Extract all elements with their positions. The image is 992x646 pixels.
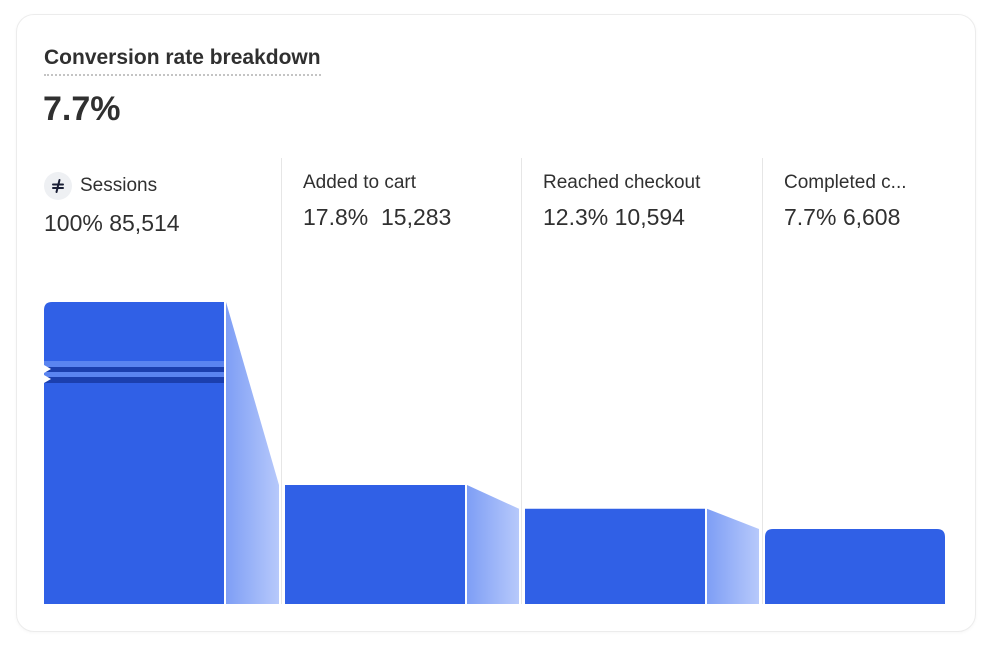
step-label: Added to cart [303, 172, 417, 193]
step-percent: 17.8% [303, 204, 369, 230]
funnel-connector [707, 508, 759, 604]
step-percent: 7.7% [784, 204, 837, 230]
axis-break [44, 372, 224, 377]
funnel-bar [525, 508, 705, 604]
conversion-rate-value: 7.7% [43, 90, 121, 128]
step-count: 6,608 [842, 204, 901, 230]
step-count: 10,594 [614, 204, 685, 230]
axis-break-notch [44, 365, 51, 383]
step-sessions: Sessions 100% 85,514 [44, 172, 264, 237]
funnel-connector [467, 484, 519, 604]
step-percent: 100% [44, 210, 103, 236]
step-label: Reached checkout [543, 172, 701, 193]
axis-break [44, 361, 224, 367]
step-count: 85,514 [109, 210, 180, 236]
step-label: Sessions [80, 175, 158, 196]
step-label: Completed c... [784, 172, 907, 193]
axis-break [44, 377, 224, 383]
column-divider [281, 158, 282, 604]
column-divider [762, 158, 763, 604]
sessions-icon [44, 172, 72, 200]
funnel-connector [226, 302, 279, 604]
funnel-bar [44, 302, 224, 604]
funnel-bar [285, 484, 465, 604]
step-added-to-cart: Added to cart 17.8% 15,283 [303, 172, 523, 231]
card-title[interactable]: Conversion rate breakdown [44, 46, 321, 76]
step-percent: 12.3% [543, 204, 609, 230]
step-reached-checkout: Reached checkout 12.3% 10,594 [543, 172, 763, 231]
axis-break [44, 367, 224, 372]
column-divider [521, 158, 522, 604]
step-completed-checkout: Completed c... 7.7% 6,608 [784, 172, 992, 231]
funnel-bar [765, 528, 945, 604]
step-count: 15,283 [381, 204, 452, 230]
conversion-card [16, 14, 976, 632]
